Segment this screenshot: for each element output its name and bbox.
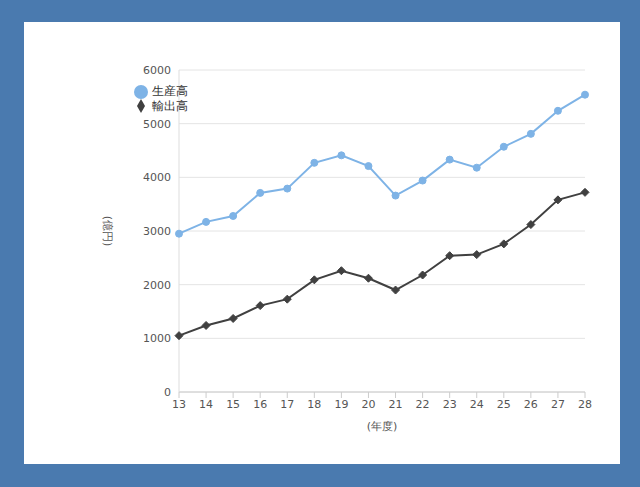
svg-text:26: 26 [524,398,538,411]
svg-text:0: 0 [164,386,171,399]
svg-text:(億円): (億円) [101,216,114,247]
svg-text:17: 17 [280,398,294,411]
svg-text:2000: 2000 [143,279,171,292]
svg-text:16: 16 [253,398,267,411]
svg-text:20: 20 [361,398,375,411]
svg-text:(年度): (年度) [367,420,398,433]
html-text:生産高: 生産高 [152,84,188,98]
svg-text:6000: 6000 [143,64,171,77]
html-text:輸出高: 輸出高 [152,98,188,113]
svg-text:18: 18 [307,398,321,411]
svg-text:14: 14 [199,398,213,411]
svg-text:22: 22 [416,398,430,411]
svg-text:13: 13 [172,398,186,411]
svg-text:1000: 1000 [143,332,171,345]
svg-text:28: 28 [578,398,592,411]
svg-text:3000: 3000 [143,225,171,238]
svg-text:15: 15 [226,398,240,411]
svg-text:27: 27 [551,398,565,411]
svg-text:24: 24 [470,398,484,411]
svg-text:19: 19 [334,398,348,411]
svg-text:5000: 5000 [143,118,171,131]
svg-text:23: 23 [443,398,457,411]
svg-text:21: 21 [389,398,403,411]
svg-text:4000: 4000 [143,171,171,184]
svg-text:25: 25 [497,398,511,411]
